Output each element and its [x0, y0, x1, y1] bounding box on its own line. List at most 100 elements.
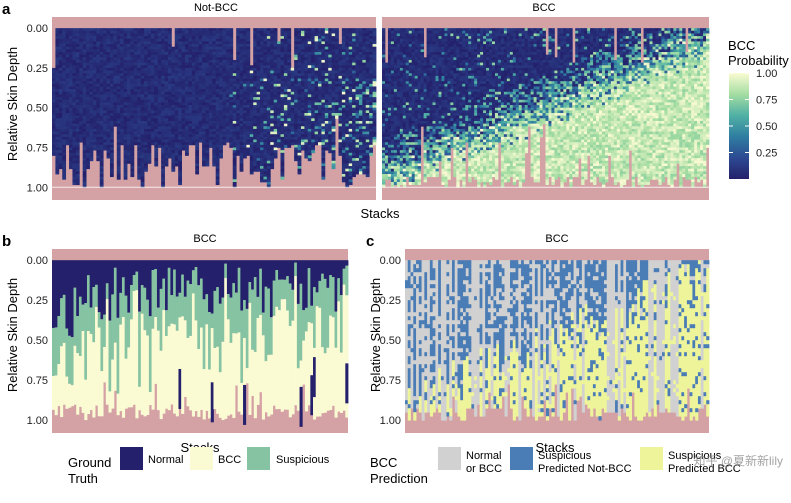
- heat-cell: [178, 118, 182, 121]
- heat-cell: [144, 129, 148, 132]
- heat-cell: [66, 44, 70, 47]
- heat-cell: [154, 108, 158, 111]
- heat-cell: [199, 65, 203, 68]
- heat-cell: [175, 65, 179, 68]
- heat-cell: [335, 108, 339, 111]
- heat-cell: [267, 65, 271, 68]
- heat-cell: [83, 166, 87, 169]
- heat-cell: [144, 47, 148, 50]
- heat-cell: [263, 81, 267, 84]
- heat-cell: [284, 124, 288, 127]
- heat-cell: [332, 94, 336, 97]
- heat-cell: [263, 55, 267, 58]
- heat-cell: [359, 155, 363, 158]
- heat-cell: [332, 142, 336, 145]
- heat-cell: [137, 140, 141, 143]
- heat-cell: [130, 100, 134, 103]
- heat-cell: [93, 33, 97, 36]
- heat-cell: [270, 36, 274, 39]
- heat-cell: [117, 126, 121, 129]
- heat-cell: [311, 150, 315, 153]
- heat-cell: [178, 142, 182, 145]
- heat-cell: [219, 132, 223, 135]
- heat-cell: [328, 65, 332, 68]
- heat-cell: [287, 100, 291, 103]
- heat-cell: [332, 134, 336, 137]
- heat-cell: [151, 76, 155, 79]
- heat-cell: [154, 28, 158, 31]
- heat-cell: [311, 55, 315, 58]
- heat-cell: [311, 81, 315, 84]
- heat-cell: [55, 140, 59, 143]
- heat-cell: [240, 147, 244, 150]
- heat-cell: [216, 65, 220, 68]
- heat-cell: [226, 79, 230, 82]
- heat-cell: [304, 134, 308, 137]
- heat-cell: [335, 31, 339, 34]
- heat-cell: [338, 47, 342, 50]
- heat-cell: [192, 52, 196, 55]
- heat-cell: [209, 121, 213, 124]
- heat-cell: [349, 142, 353, 145]
- heat-cell: [356, 100, 360, 103]
- heat-cell: [362, 121, 366, 124]
- heat-cell: [127, 55, 131, 58]
- heat-cell: [72, 129, 76, 132]
- heat-cell: [66, 84, 70, 87]
- heat-cell: [76, 169, 80, 172]
- heat-cell: [250, 105, 254, 108]
- heat-cell: [332, 163, 336, 166]
- stack-column: [362, 28, 366, 174]
- heat-cell: [76, 161, 80, 164]
- heat-cell: [362, 89, 366, 92]
- heat-cell: [134, 110, 138, 113]
- heat-cell: [342, 89, 346, 92]
- heat-cell: [328, 63, 332, 66]
- heat-cell: [263, 57, 267, 60]
- heat-cell: [257, 63, 261, 66]
- heat-cell: [315, 76, 319, 79]
- heat-cell: [117, 137, 121, 140]
- heat-cell: [62, 121, 66, 124]
- heat-cell: [120, 134, 124, 137]
- heat-cell: [223, 73, 227, 76]
- heat-cell: [219, 49, 223, 52]
- heat-cell: [369, 137, 373, 140]
- heat-cell: [328, 142, 332, 145]
- heat-cell: [158, 108, 162, 111]
- heat-cell: [165, 124, 169, 127]
- heat-cell: [76, 110, 80, 113]
- heat-cell: [182, 71, 186, 74]
- heat-cell: [356, 150, 360, 153]
- heat-cell: [192, 57, 196, 60]
- heat-cell: [188, 28, 192, 31]
- heat-cell: [277, 41, 281, 44]
- heat-cell: [298, 171, 302, 174]
- heat-cell: [161, 76, 165, 79]
- heat-cell: [304, 73, 308, 76]
- heat-cell: [178, 134, 182, 137]
- heat-cell: [161, 41, 165, 44]
- heat-cell: [219, 94, 223, 97]
- heat-cell: [216, 33, 220, 36]
- heat-cell: [185, 121, 189, 124]
- heat-cell: [287, 105, 291, 108]
- heat-cell: [83, 79, 87, 82]
- heat-cell: [83, 55, 87, 58]
- x-axis-title-a: Stacks: [360, 206, 400, 221]
- heat-cell: [212, 68, 216, 71]
- heat-cell: [332, 92, 336, 95]
- heat-cell: [72, 31, 76, 34]
- heat-cell: [103, 79, 107, 82]
- heat-cell: [86, 108, 90, 111]
- heat-cell: [274, 108, 278, 111]
- heat-cell: [154, 155, 158, 158]
- heat-cell: [212, 97, 216, 100]
- heat-cell: [315, 105, 319, 108]
- heat-cell: [154, 94, 158, 97]
- heat-cell: [195, 79, 199, 82]
- heat-cell: [382, 49, 385, 52]
- heat-cell: [219, 76, 223, 79]
- heat-cell: [151, 71, 155, 74]
- heat-cell: [332, 39, 336, 42]
